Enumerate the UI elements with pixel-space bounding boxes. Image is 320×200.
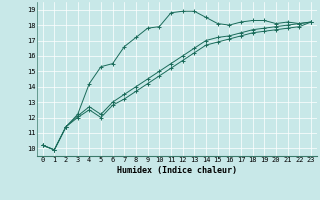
- X-axis label: Humidex (Indice chaleur): Humidex (Indice chaleur): [117, 166, 237, 175]
